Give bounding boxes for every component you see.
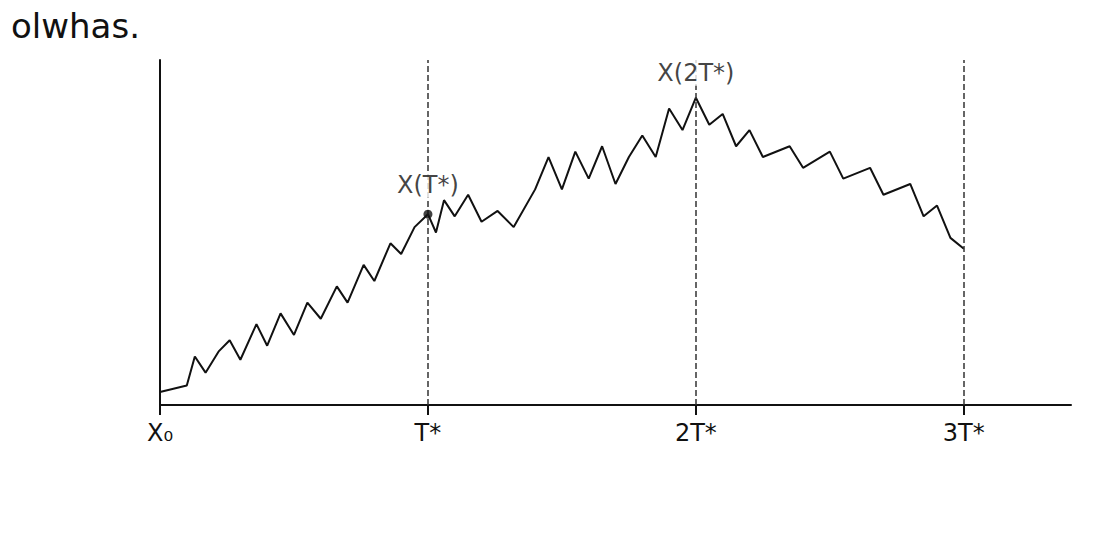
svg-text:3T*: 3T* <box>943 419 985 447</box>
svg-text:X₀: X₀ <box>147 419 173 447</box>
svg-text:X(2T*): X(2T*) <box>657 59 734 87</box>
svg-text:olwhas.: olwhas. <box>11 6 140 46</box>
svg-text:T*: T* <box>414 419 442 447</box>
svg-text:2T*: 2T* <box>675 419 717 447</box>
svg-text:X(T*): X(T*) <box>397 171 459 199</box>
